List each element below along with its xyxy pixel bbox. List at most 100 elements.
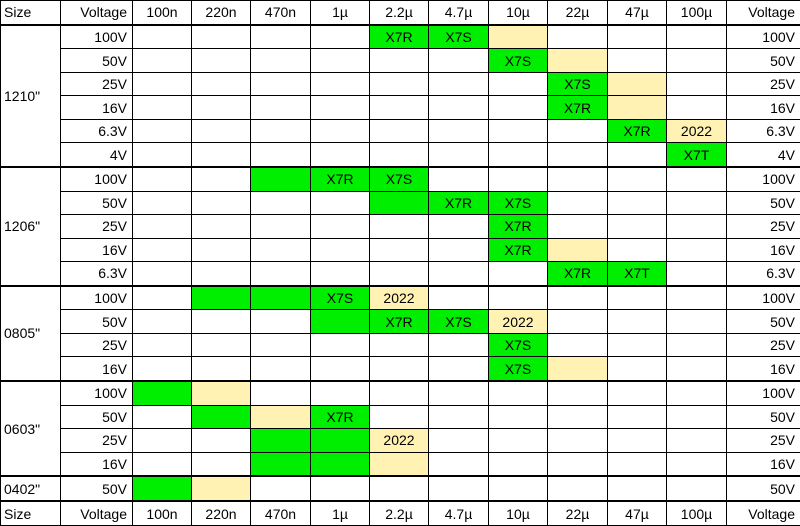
table-row: 0805" 100V X7S 2022 100V — [0, 284, 800, 382]
empty-cell — [607, 190, 667, 216]
empty-cell — [488, 451, 548, 477]
empty-cell — [191, 332, 251, 358]
header-cell: 22µ — [547, 500, 608, 526]
empty-cell — [250, 190, 311, 216]
voltage-cell: 25V — [726, 332, 800, 358]
voltage-cell: 50V — [726, 48, 800, 73]
table-row: 50V X7S 50V — [1, 48, 800, 73]
voltage-cell: 6.3V — [60, 261, 133, 287]
table-row: 50V X7R 50V — [1, 404, 800, 430]
empty-cell — [607, 237, 667, 263]
empty-cell — [428, 451, 489, 477]
empty-cell — [250, 380, 311, 406]
header-cell: Size — [0, 0, 61, 26]
empty-cell — [250, 118, 311, 144]
empty-cell — [428, 356, 489, 382]
header-cell: 100n — [132, 500, 192, 526]
empty-cell — [250, 332, 311, 358]
voltage-cell: 4V — [726, 142, 800, 168]
empty-cell — [428, 332, 489, 358]
empty-cell — [132, 214, 192, 239]
empty-cell — [547, 475, 608, 502]
empty-cell — [428, 95, 489, 120]
empty-cell — [666, 237, 727, 263]
header-cell: 100n — [132, 0, 192, 26]
empty-cell — [191, 190, 251, 216]
empty-cell — [191, 95, 251, 120]
voltage-cell: 50V — [60, 475, 133, 502]
empty-cell — [191, 23, 251, 50]
empty-cell — [369, 380, 429, 406]
header-cell: 470n — [250, 500, 311, 526]
header-cell: Voltage — [726, 500, 800, 526]
empty-cell — [191, 142, 251, 168]
voltage-cell: 16V — [60, 356, 133, 382]
empty-cell — [310, 380, 370, 406]
voltage-cell: 16V — [60, 237, 133, 263]
empty-cell — [191, 165, 251, 192]
empty-cell — [547, 190, 608, 216]
empty-cell — [488, 95, 548, 120]
empty-cell — [428, 165, 489, 192]
empty-cell — [132, 332, 192, 358]
voltage-cell: 50V — [60, 48, 133, 73]
header-cell: 2.2µ — [369, 500, 429, 526]
voltage-cell: 6.3V — [726, 261, 800, 287]
table-row: 25V X7S 25V — [1, 332, 800, 358]
header-cell: 220n — [191, 0, 251, 26]
rating-cell: 2022 — [369, 284, 429, 311]
rating-cell: 2022 — [488, 309, 548, 334]
empty-cell — [607, 48, 667, 73]
table-row: 4V X7T 4V — [1, 142, 800, 168]
empty-cell — [250, 309, 311, 334]
header-cell: 1µ — [310, 500, 370, 526]
empty-cell — [428, 428, 489, 453]
empty-cell — [428, 118, 489, 144]
rating-cell — [191, 380, 251, 406]
header-cell: 100µ — [666, 0, 727, 26]
empty-cell — [191, 118, 251, 144]
table-row: 0603" 100V 100V — [0, 380, 800, 477]
rating-cell — [310, 309, 370, 334]
empty-cell — [191, 451, 251, 477]
rating-cell: X7R — [310, 165, 370, 192]
empty-cell — [132, 165, 192, 192]
empty-cell — [666, 380, 727, 406]
rating-cell: X7R — [607, 118, 667, 144]
size-cell: 1206" — [0, 165, 61, 287]
empty-cell — [369, 404, 429, 430]
empty-cell — [310, 356, 370, 382]
empty-cell — [666, 261, 727, 287]
rating-cell — [607, 95, 667, 120]
table-row: 16V X7S 16V — [1, 356, 800, 382]
empty-cell — [250, 71, 311, 97]
empty-cell — [310, 95, 370, 120]
voltage-cell: 50V — [726, 475, 800, 502]
voltage-cell: 50V — [726, 190, 800, 216]
header-cell: 10µ — [488, 500, 548, 526]
empty-cell — [250, 214, 311, 239]
table-row: 25V X7S 25V — [1, 71, 800, 97]
rating-cell: X7S — [310, 284, 370, 311]
empty-cell — [310, 71, 370, 97]
table-row: 16V 16V — [1, 451, 800, 477]
empty-cell — [428, 71, 489, 97]
rating-cell: X7S — [488, 48, 548, 73]
rating-cell — [607, 71, 667, 97]
empty-cell — [132, 142, 192, 168]
rating-cell — [250, 404, 311, 430]
voltage-cell: 16V — [726, 95, 800, 120]
rating-cell: X7S — [488, 190, 548, 216]
voltage-cell: 100V — [726, 165, 800, 192]
table-row: 0402" 50V 50V — [0, 475, 800, 502]
empty-cell — [250, 261, 311, 287]
empty-cell — [310, 214, 370, 239]
empty-cell — [666, 190, 727, 216]
voltage-cell: 100V — [726, 284, 800, 311]
empty-cell — [191, 48, 251, 73]
voltage-cell: 16V — [60, 451, 133, 477]
rating-cell — [369, 451, 429, 477]
empty-cell — [666, 404, 727, 430]
